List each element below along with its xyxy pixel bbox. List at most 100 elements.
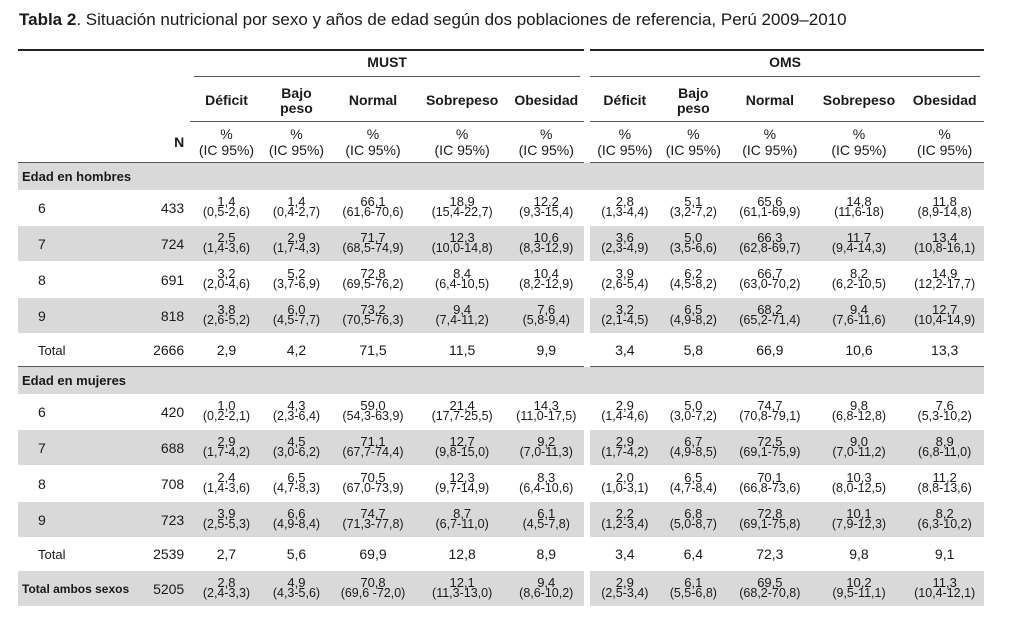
cell-percent: 6,1 xyxy=(537,506,556,521)
cell-value: 4,9 (4,3-5,6) xyxy=(273,575,320,599)
total-cell: 11,5 xyxy=(449,342,476,358)
cell-value: 66,1 (61,6-70,6) xyxy=(342,194,403,218)
cell-ci: (1,4-3,6) xyxy=(202,481,251,495)
table-cell: 2,9 (2,5-3,4) xyxy=(584,570,660,607)
cell-percent: 11,7 xyxy=(846,230,872,245)
table-cell: 21,4 (17,7-25,5) xyxy=(416,394,509,430)
table-cell: 2,8 (1,3-4,4) xyxy=(584,190,660,226)
cell-percent: 72,5 xyxy=(757,434,783,449)
cell-ci: (8,3-12,9) xyxy=(519,241,574,255)
cell-ci: (3,0-6,2) xyxy=(272,445,321,459)
total-cell: 9,1 xyxy=(934,546,955,562)
cell-ci: (2,5-3,4) xyxy=(601,586,649,600)
cell-percent: 6,5 xyxy=(287,470,306,485)
cell-percent: 2,9 xyxy=(217,434,236,449)
table-row: 7 724 2,5 (1,4-3,6) 2,9 (1,7-4,3) 71,7 (68,5-74… xyxy=(18,225,984,262)
cell-percent: 10,2 xyxy=(846,575,872,590)
category-header: Déficit xyxy=(584,80,660,122)
cell-value: 6,6 (4,9-8,4) xyxy=(273,506,320,530)
total-n: 2666 xyxy=(153,342,185,358)
total-cell: 9,8 xyxy=(849,546,869,562)
cell-value: 1,0 (0,2-2,1) xyxy=(202,398,251,423)
category-header: Sobrepeso xyxy=(812,80,906,122)
table-cell: 3,2 (2,0-4,6) xyxy=(190,262,263,298)
row-n: 708 xyxy=(160,475,185,492)
row-n: 433 xyxy=(160,199,185,216)
table-row: 8 708 2,4 (1,4-3,6) 6,5 (4,7-8,3) 70,5 (67,0-73… xyxy=(18,465,984,502)
cell-value: 65,6 (61,1-69,9) xyxy=(739,195,800,218)
cell-value: 3,2 (2,1-4,5) xyxy=(601,303,648,326)
cell-percent: 4,9 xyxy=(287,575,306,590)
cell-percent: 2,9 xyxy=(615,575,634,590)
unit-ci: (IC 95%) xyxy=(831,142,887,158)
cell-ci: (70,5-76,3) xyxy=(342,313,404,327)
table-cell: 12,1 (11,3-13,0) xyxy=(415,570,509,607)
cell-percent: 6,6 xyxy=(287,506,306,521)
table-cell: 5,0 (3,5-6,6) xyxy=(659,225,728,262)
cell-percent: 66,1 xyxy=(360,194,386,209)
unit-ci: (IC 95%) xyxy=(917,142,973,158)
cell-percent: 2,9 xyxy=(287,230,306,245)
table-cell: 6,2 (4,5-8,2) xyxy=(660,262,727,298)
cell-value: 6,0 (4,5-7,7) xyxy=(273,303,320,326)
cell-percent: 2,9 xyxy=(615,434,634,449)
cell-ci: (4,5-7,8) xyxy=(522,517,570,531)
category-header: Normal xyxy=(330,80,416,122)
unit-percent: % xyxy=(938,126,951,142)
cell-ci: (5,3-10,2) xyxy=(917,409,972,423)
cell-ci: (65,2-71,4) xyxy=(739,313,801,327)
table-cell: 3,9 (2,6-5,4) xyxy=(584,261,660,298)
table-cell: 10,2 (9,5-11,1) xyxy=(812,570,906,607)
cell-ci: (2,0-4,6) xyxy=(202,277,251,291)
cell-ci: (6,4-10,5) xyxy=(435,277,490,291)
cell-ci: (68,2-70,8) xyxy=(739,586,801,600)
category-header-label: Normal xyxy=(745,92,794,108)
cell-ci: (10,0-14,8) xyxy=(431,241,493,255)
category-header-label: Bajo xyxy=(678,84,709,101)
table-cell: 9,8 (6,8-12,8) xyxy=(813,394,906,430)
section-label: Edad en hombres xyxy=(18,162,984,190)
cell-value: 8,2 (6,3-10,2) xyxy=(918,507,972,530)
cell-value: 69,5 (68,2-70,8) xyxy=(739,576,801,600)
row-label: 9 xyxy=(18,501,139,538)
cell-percent: 2,0 xyxy=(615,470,634,485)
cell-ci: (9,7-14,9) xyxy=(435,481,490,495)
cell-percent: 10,6 xyxy=(533,230,559,245)
cell-percent: 7,6 xyxy=(537,302,556,317)
table-cell: 71,1 (67,7-74,4) xyxy=(330,429,416,466)
unit-header: % (IC 95%) xyxy=(190,122,263,163)
table-cell: 72,5 (69,1-75,9) xyxy=(727,429,813,466)
cell-value: 8,9 (6,8-11,0) xyxy=(918,435,971,458)
cell-value: 66,7 (63,0-70,2) xyxy=(739,267,800,290)
table-cell: 5,0 (3,0-7,2) xyxy=(660,394,727,430)
cell-percent: 70,1 xyxy=(757,470,783,485)
cell-percent: 66,3 xyxy=(757,230,783,245)
table-cell: 8,9 (6,8-11,0) xyxy=(905,429,984,466)
category-header-label: Bajo xyxy=(281,84,312,101)
row-n: 420 xyxy=(160,403,185,420)
cell-value: 12,7 (10,4-14,9) xyxy=(914,303,975,326)
cell-ci: (2,6-5,4) xyxy=(601,277,649,291)
cell-value: 10,3 (8,0-12,5) xyxy=(832,471,886,494)
cell-value: 3,9 (2,5-5,3) xyxy=(203,507,250,530)
cell-ci: (0,2-2,1) xyxy=(202,409,251,423)
cell-ci: (7,4-11,2) xyxy=(435,313,489,327)
table-cell: 8,2 (6,2-10,5) xyxy=(813,262,906,298)
unit-header: % (IC 95%) xyxy=(905,122,984,163)
unit-header-row: N % (IC 95%)% (IC 95%)% (IC 95%)% (IC 95%)%(… xyxy=(18,121,984,163)
unit-header: % (IC 95%) xyxy=(584,121,660,163)
category-header: Normal xyxy=(727,80,813,122)
cell-value: 5,2 (3,7-6,9) xyxy=(273,267,320,290)
table-cell: 6,1 (4,5-7,8) xyxy=(508,501,588,538)
cell-value: 73,2 (70,5-76,3) xyxy=(342,302,404,327)
cell-ci: (6,2-10,5) xyxy=(831,277,887,291)
section-label: Edad en mujeres xyxy=(18,366,984,394)
cell-percent: 4,3 xyxy=(287,398,306,413)
cell-percent: 1,0 xyxy=(217,398,236,413)
cell-value: 71,7 (68,5-74,9) xyxy=(342,231,403,254)
table-cell: 2,9 (1,4-4,6) xyxy=(584,394,660,430)
cell-percent: 73,2 xyxy=(360,302,386,317)
cell-value: 9,8 (6,8-12,8) xyxy=(832,399,886,422)
cell-percent: 9,0 xyxy=(849,434,869,449)
table-cell: 8,3 (6,4-10,6) xyxy=(508,466,587,502)
